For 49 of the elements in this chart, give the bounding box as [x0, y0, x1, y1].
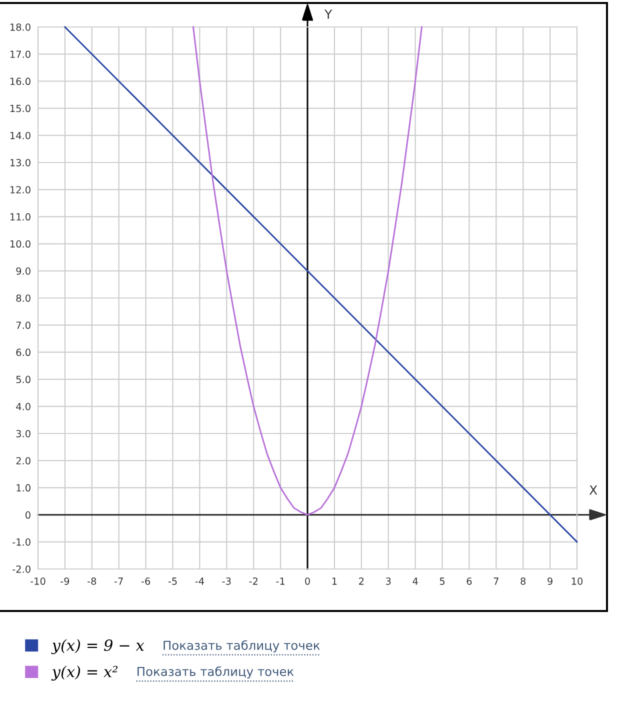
y-tick-label: 2.0: [16, 457, 30, 464]
x-tick-label: -7: [114, 578, 123, 585]
x-tick-label: 8: [520, 578, 526, 585]
x-tick-label: 7: [494, 578, 498, 585]
y-tick-label: 18.0: [10, 23, 30, 31]
y-tick-label: 4.0: [16, 402, 30, 410]
y-tick-label: 13.0: [10, 158, 30, 166]
x-tick-label: 9: [548, 578, 552, 585]
x-tick-label: 0: [305, 578, 310, 585]
y-tick-label: 6.0: [16, 348, 30, 356]
line-series: [192, 26, 423, 516]
y-tick-label: -2.0: [12, 565, 30, 573]
x-tick-label: 4: [412, 578, 418, 585]
y-tick-label: 9.0: [16, 267, 30, 275]
x-tick-label: -8: [88, 578, 96, 585]
x-tick-label: -4: [195, 578, 204, 585]
x-tick-label: -3: [222, 578, 231, 585]
x-axis-title: X: [589, 486, 598, 495]
y-tick-label: 3.0: [16, 430, 30, 438]
x-tick-label: 10: [572, 578, 583, 585]
y-tick-label: 1.0: [16, 484, 30, 492]
y-axis-title: Y: [324, 10, 332, 19]
x-tick-label: 1: [332, 578, 337, 585]
x-tick-label: 3: [386, 578, 391, 585]
x-tick-label: -1: [276, 578, 284, 585]
y-tick-label: 12.0: [10, 186, 30, 194]
y-tick-label: -1.0: [12, 538, 30, 546]
x-tick-label: 5: [440, 578, 444, 585]
x-tick-label: 2: [359, 578, 364, 585]
legend-label: y(x) = x²: [51, 666, 118, 681]
x-tick-label: -5: [168, 578, 177, 585]
y-tick-label: 15.0: [10, 104, 30, 112]
text: Показать таблицу точек: [138, 666, 294, 678]
y-tick-label: 17.0: [10, 50, 30, 58]
x-tick-label: -9: [60, 578, 70, 585]
y-tick-label: 8.0: [16, 294, 30, 302]
y-tick-label: 5.0: [16, 376, 30, 384]
text: Показать таблицу точек: [164, 640, 320, 652]
y-tick-label: 0: [26, 511, 30, 519]
y-tick-label: 10.0: [10, 240, 30, 248]
x-tick-label: 6: [466, 578, 472, 585]
x-tick-label: -2: [249, 578, 258, 585]
x-tick-label: -6: [141, 578, 150, 585]
y-tick-label: 7.0: [16, 322, 30, 329]
y-tick-label: 14.0: [10, 132, 30, 140]
y-tick-label: 11.0: [10, 213, 30, 221]
x-tick-label: -10: [30, 578, 46, 585]
y-tick-label: 16.0: [10, 78, 30, 86]
legend-label: y(x) = 9 − x: [51, 639, 144, 654]
